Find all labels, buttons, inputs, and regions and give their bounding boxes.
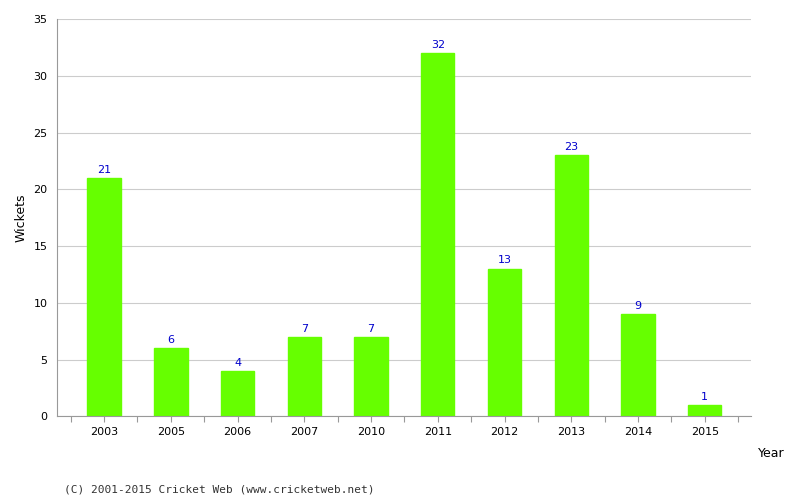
Bar — [622, 314, 654, 416]
Y-axis label: Wickets: Wickets — [15, 194, 28, 242]
Text: 4: 4 — [234, 358, 241, 368]
Text: 32: 32 — [430, 40, 445, 50]
Bar — [554, 156, 588, 416]
Text: 7: 7 — [301, 324, 308, 334]
Bar — [288, 337, 321, 416]
Text: (C) 2001-2015 Cricket Web (www.cricketweb.net): (C) 2001-2015 Cricket Web (www.cricketwe… — [64, 485, 374, 495]
Bar — [421, 53, 454, 416]
Bar — [154, 348, 187, 416]
Text: 13: 13 — [498, 256, 511, 266]
Bar — [688, 405, 722, 416]
Bar — [87, 178, 121, 416]
Text: 7: 7 — [367, 324, 374, 334]
Text: Year: Year — [758, 447, 785, 460]
Bar — [354, 337, 388, 416]
Text: 9: 9 — [634, 301, 642, 311]
Text: 23: 23 — [564, 142, 578, 152]
Text: 21: 21 — [97, 164, 111, 174]
Text: 1: 1 — [702, 392, 708, 402]
Bar — [488, 269, 522, 416]
Bar — [221, 371, 254, 416]
Text: 6: 6 — [167, 335, 174, 345]
